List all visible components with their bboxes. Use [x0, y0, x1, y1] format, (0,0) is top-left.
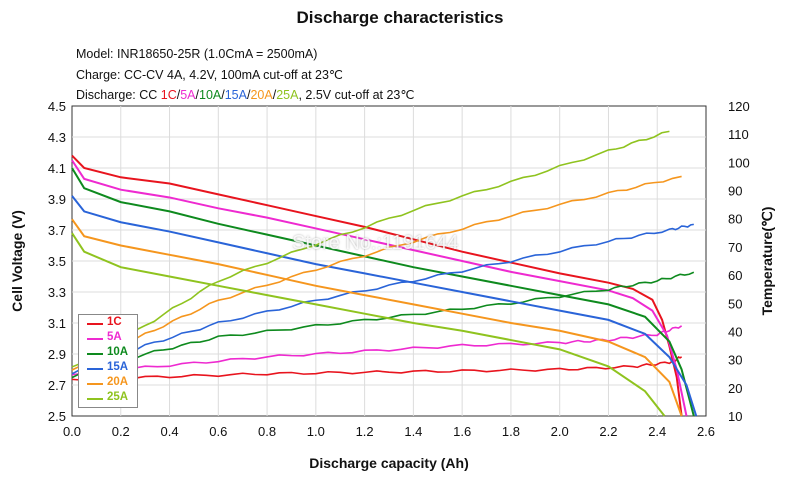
temperature-line-25a [71, 130, 670, 368]
voltage-line-1c [71, 154, 683, 417]
legend-label: 25A [107, 391, 129, 403]
y-left-tick-label: 3.3 [48, 285, 66, 300]
temperature-line-10a [71, 271, 695, 379]
rate-separator: / [176, 88, 181, 102]
y-left-tick-label: 4.1 [48, 161, 66, 176]
y-right-tick-label: 10 [728, 409, 742, 424]
rate-separator: / [221, 88, 225, 102]
legend-swatch [87, 338, 103, 340]
voltage-line-10a [71, 167, 695, 417]
y-right-tick-label: 80 [728, 212, 742, 227]
discharge-rate-5a: 5A [180, 88, 196, 102]
x-tick-label: 0.2 [112, 424, 130, 439]
x-tick-label: 0.4 [160, 424, 178, 439]
y-right-tick-label: 50 [728, 296, 742, 311]
legend-swatch [87, 353, 103, 355]
x-tick-label: 2.4 [648, 424, 666, 439]
x-tick-label: 0.0 [63, 424, 81, 439]
voltage-line-5a [71, 159, 688, 417]
legend-label: 15A [107, 361, 129, 373]
discharge-rate-25a: 25A [276, 88, 299, 102]
rate-separator: / [246, 88, 251, 102]
discharge-prefix: Discharge: CC [76, 88, 161, 102]
legend-swatch [87, 398, 103, 400]
chart-title: Discharge characteristics [296, 8, 504, 27]
legend-swatch [87, 368, 103, 370]
y-right-tick-label: 110 [728, 127, 749, 142]
x-tick-label: 2.0 [551, 424, 569, 439]
discharge-suffix: , 2.5V cut-off at 23℃ [298, 88, 415, 102]
y-right-tick-label: 90 [728, 184, 742, 199]
x-tick-label: 1.6 [453, 424, 471, 439]
legend-label: 10A [107, 346, 129, 358]
legend-label: 1C [107, 316, 122, 328]
legend-label: 5A [107, 331, 122, 343]
y-right-tick-label: 70 [728, 240, 742, 255]
voltage-line-20a [71, 218, 683, 417]
model-info: Model: INR18650-25R (1.0CmA = 2500mA) [76, 47, 318, 61]
y-right-tick-label: 20 [728, 381, 742, 396]
legend-swatch [87, 383, 103, 385]
x-tick-label: 0.8 [258, 424, 276, 439]
chart-legend: 1C 5A 10A 15A 20A 25A [78, 314, 138, 408]
x-tick-label: 0.6 [209, 424, 227, 439]
discharge-rate-1c: 1C [160, 88, 177, 102]
x-tick-label: 1.0 [307, 424, 325, 439]
y-left-tick-label: 4.5 [48, 99, 66, 114]
temperature-line-5a [71, 325, 683, 376]
y-left-tick-label: 2.9 [48, 347, 66, 362]
temperature-line-20a [71, 175, 682, 371]
y-right-tick-label: 30 [728, 353, 742, 368]
y-right-axis-label: Temperature(℃) [759, 207, 775, 316]
y-right-tick-label: 40 [728, 324, 742, 339]
legend-label: 20A [107, 376, 129, 388]
x-axis-label: Discharge capacity (Ah) [309, 455, 469, 471]
rate-separator: / [195, 88, 199, 102]
voltage-line-25a [71, 232, 666, 417]
y-left-tick-label: 2.5 [48, 409, 66, 424]
discharge-rate-10a: 10A [199, 88, 222, 102]
legend-swatch [87, 323, 103, 325]
y-right-tick-label: 120 [728, 99, 750, 114]
y-left-tick-label: 3.5 [48, 254, 66, 269]
y-left-tick-label: 2.7 [48, 378, 66, 393]
temperature-line-15a [71, 223, 694, 375]
watermark-text: Store No.:1191644 [292, 232, 459, 254]
rate-separator: / [272, 88, 277, 102]
charge-info: Charge: CC-CV 4A, 4.2V, 100mA cut-off at… [76, 68, 343, 82]
discharge-rate-15a: 15A [224, 88, 247, 102]
x-tick-label: 1.4 [404, 424, 422, 439]
temperature-line-1c [71, 356, 683, 382]
y-left-tick-label: 4.3 [48, 130, 66, 145]
x-tick-label: 1.8 [502, 424, 520, 439]
y-left-tick-label: 3.7 [48, 223, 66, 238]
y-left-axis-label: Cell Voltage (V) [9, 210, 25, 312]
y-right-tick-label: 100 [728, 155, 750, 170]
x-tick-label: 2.6 [697, 424, 715, 439]
y-left-tick-label: 3.1 [48, 316, 66, 331]
x-tick-label: 1.2 [356, 424, 374, 439]
x-tick-label: 2.2 [599, 424, 617, 439]
voltage-line-15a [71, 195, 698, 417]
y-right-tick-label: 60 [728, 268, 742, 283]
y-left-tick-label: 3.9 [48, 192, 66, 207]
discharge-rate-20a: 20A [250, 88, 273, 102]
discharge-info: Discharge: CC 1C/5A/10A/15A/20A/25A, 2.5… [76, 87, 414, 102]
